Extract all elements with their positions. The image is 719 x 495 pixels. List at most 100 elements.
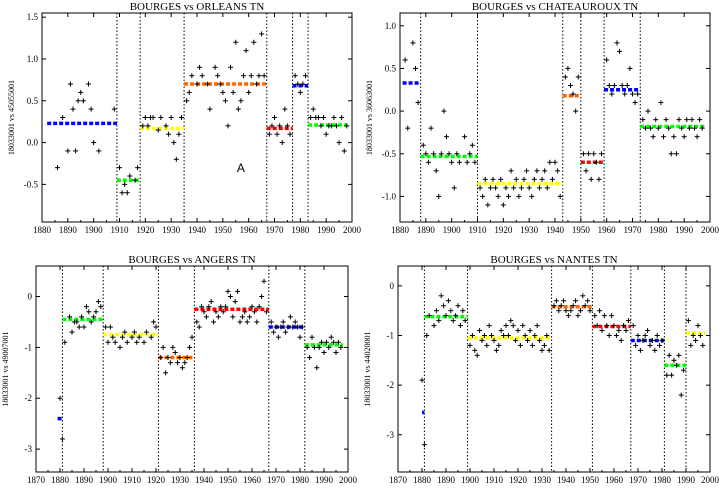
data-point — [321, 349, 327, 355]
data-point — [469, 332, 475, 338]
x-tick-label: 1910 — [111, 225, 130, 235]
x-tick-label: 1910 — [485, 475, 504, 485]
data-point — [529, 193, 535, 199]
data-point — [167, 360, 173, 366]
x-tick-label: 1980 — [653, 475, 672, 485]
data-point — [544, 185, 550, 191]
data-point — [689, 117, 695, 123]
x-tick-label: 1990 — [677, 475, 696, 485]
data-point — [78, 89, 84, 95]
data-point — [141, 339, 147, 345]
x-tick-label: 1930 — [171, 475, 190, 485]
data-point — [661, 134, 666, 140]
data-point — [280, 319, 286, 325]
data-point — [568, 308, 574, 314]
data-point — [426, 313, 432, 319]
data-point — [526, 185, 532, 191]
data-point — [624, 83, 630, 89]
data-point — [547, 159, 553, 165]
data-point — [186, 89, 192, 95]
data-point — [577, 308, 583, 314]
data-point — [285, 324, 291, 330]
data-point — [165, 355, 171, 361]
data-point — [583, 168, 589, 174]
data-point — [685, 318, 691, 324]
y-tick-label: 1.0 — [27, 54, 39, 64]
data-point — [76, 324, 82, 330]
data-point — [659, 337, 665, 343]
data-point — [259, 294, 265, 300]
data-point — [500, 202, 506, 208]
data-point — [310, 106, 316, 112]
data-point — [251, 39, 257, 45]
data-point — [539, 176, 545, 182]
data-point — [586, 151, 592, 157]
data-point — [635, 332, 641, 338]
data-point — [472, 347, 478, 353]
data-point — [508, 318, 514, 324]
data-point — [424, 332, 430, 338]
data-point — [62, 339, 68, 345]
data-point — [309, 334, 315, 340]
data-point — [557, 193, 563, 199]
data-point — [266, 131, 272, 137]
data-point — [248, 73, 254, 79]
data-point — [405, 125, 411, 131]
chart-panel-1: BOURGES vs ORLEANS TN 18033001 vs 4505500… — [7, 1, 362, 235]
data-point — [635, 91, 641, 97]
data-point — [621, 323, 627, 329]
x-tick-label: 1900 — [461, 475, 480, 485]
plot-frame — [397, 265, 711, 473]
data-point — [671, 357, 677, 363]
data-point — [592, 313, 598, 319]
data-point — [508, 168, 514, 174]
data-point — [208, 299, 214, 305]
data-point — [253, 81, 259, 87]
data-point — [580, 293, 586, 299]
data-point — [73, 148, 79, 154]
data-point — [700, 342, 706, 348]
data-point — [645, 328, 651, 334]
data-point — [65, 148, 71, 154]
data-point — [652, 347, 658, 353]
data-point — [225, 288, 231, 294]
data-point — [129, 334, 135, 340]
data-point — [315, 115, 321, 120]
chart-panel-4: BOURGES vs NANTES TN 18033001 vs 44020001… — [363, 254, 719, 485]
data-point — [319, 339, 325, 345]
data-point — [454, 151, 460, 157]
data-point — [537, 185, 542, 191]
x-tick-label: 1970 — [629, 475, 648, 485]
data-point — [544, 332, 550, 338]
data-point — [55, 165, 60, 171]
x-tick-label: 1960 — [598, 225, 617, 235]
x-tick-label: 1960 — [605, 475, 624, 485]
data-point — [295, 81, 301, 87]
chart-title: BOURGES vs CHATEAUROUX TN — [472, 1, 638, 13]
data-point — [441, 108, 447, 114]
data-point — [333, 349, 339, 355]
data-point — [553, 298, 559, 304]
data-point — [542, 168, 548, 174]
data-point — [428, 125, 434, 131]
data-point — [477, 328, 483, 334]
data-point — [474, 352, 480, 358]
data-point — [524, 168, 530, 174]
x-tick-label: 1960 — [243, 475, 262, 485]
data-point — [618, 337, 624, 343]
data-point — [534, 168, 540, 174]
data-point — [632, 100, 638, 106]
x-tick-label: 2000 — [343, 225, 362, 235]
data-point — [653, 117, 659, 123]
data-point — [575, 74, 581, 80]
y-tick-label: -1 — [387, 330, 395, 340]
data-point — [673, 362, 679, 368]
x-tick-label: 1900 — [99, 475, 118, 485]
y-tick-label: 0 — [390, 281, 395, 291]
data-point — [676, 352, 682, 358]
data-point — [490, 176, 496, 182]
data-point — [456, 159, 462, 165]
data-point — [91, 314, 97, 320]
data-point — [70, 106, 76, 112]
data-point — [558, 303, 564, 309]
